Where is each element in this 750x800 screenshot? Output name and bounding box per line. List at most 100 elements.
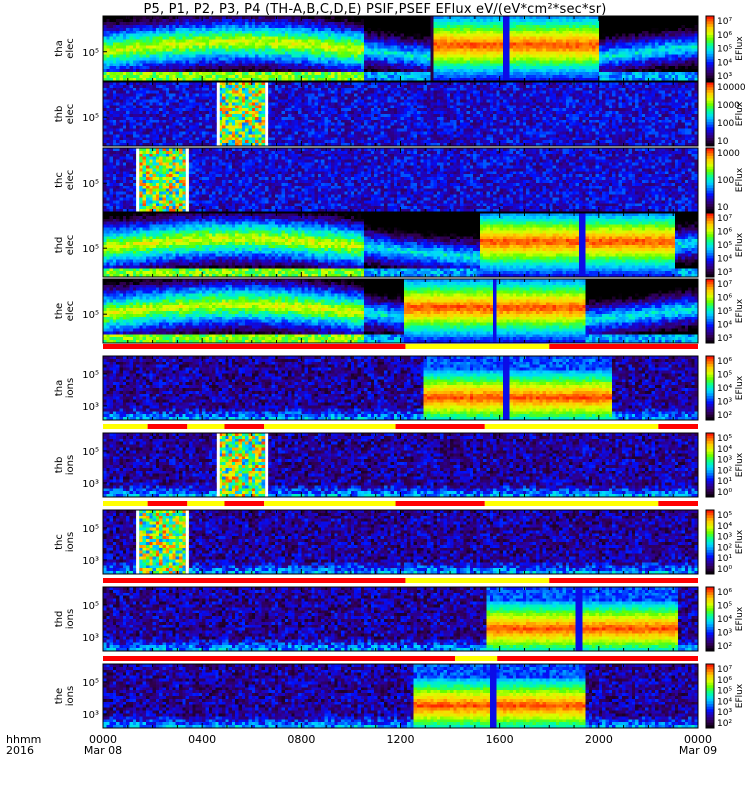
x-tick-sublabel: Mar 09 xyxy=(679,744,717,757)
colorbar-step xyxy=(706,542,714,546)
y-tick-label: 10⁵ xyxy=(82,310,99,321)
mode-bar-segment xyxy=(658,501,698,506)
spectrogram-image xyxy=(103,664,698,728)
colorbar-step xyxy=(706,108,714,112)
colorbar-step xyxy=(706,709,714,713)
colorbar-step xyxy=(706,51,714,55)
colorbar-step xyxy=(706,138,714,142)
colorbar-step xyxy=(706,305,714,309)
colorbar-step xyxy=(706,648,714,652)
colorbar-step xyxy=(706,21,714,25)
colorbar-tick-label: 10⁷ xyxy=(717,280,732,290)
colorbar-frame xyxy=(705,355,715,421)
mode-bar-segment xyxy=(147,501,188,506)
colorbar-step xyxy=(706,271,714,275)
colorbar-step xyxy=(706,473,714,477)
colorbar-step xyxy=(706,90,714,94)
colorbar: 10⁷ 10⁶ 10⁵ 10⁴ 10³ EFlux xyxy=(705,278,745,344)
colorbar-label: EFlux xyxy=(735,232,745,257)
spectrogram-image xyxy=(103,82,698,146)
colorbar-step xyxy=(706,45,714,49)
colorbar-step xyxy=(706,666,714,670)
panel-thb-elec: thbelec 10⁵ 10000 1000 100 10 EFlux xyxy=(54,81,746,147)
colorbar-step xyxy=(706,311,714,315)
colorbar-step xyxy=(706,231,714,235)
x-tick-label: 1200 xyxy=(387,733,415,746)
y-axis-label: theions xyxy=(54,686,76,706)
y-tick-label: 10⁵ xyxy=(82,524,99,535)
colorbar-tick-label: 10³ xyxy=(717,268,732,278)
colorbar-step xyxy=(706,78,714,82)
colorbar-step xyxy=(706,640,714,644)
colorbar-step xyxy=(706,284,714,288)
colorbar-step xyxy=(706,332,714,336)
colorbar: 10⁷ 10⁶ 10⁵ 10⁴ 10³ EFlux xyxy=(705,212,745,278)
colorbar-tick-label: 10³ xyxy=(717,398,732,408)
colorbar-step xyxy=(706,481,714,485)
colorbar-frame xyxy=(705,147,715,213)
colorbar-frame xyxy=(705,586,715,652)
mode-bar-segment xyxy=(103,424,148,429)
colorbar-step xyxy=(706,478,714,482)
y-tick-label: 10⁵ xyxy=(82,601,99,612)
y-axis-label: thdelec xyxy=(54,235,76,256)
colorbar-step xyxy=(706,417,714,421)
colorbar-step xyxy=(706,223,714,227)
mode-bar-segment xyxy=(484,424,659,429)
panel-thd-elec: thdelec 10⁵ 10⁷ 10⁶ 10⁵ 10⁴ 10³ EFlux xyxy=(54,212,745,278)
colorbar-step xyxy=(706,520,714,524)
colorbar-step xyxy=(706,266,714,270)
colorbar-step xyxy=(706,289,714,293)
colorbar-step xyxy=(706,321,714,325)
colorbar-step xyxy=(706,457,714,461)
time-axis-label: hhmm xyxy=(6,733,41,746)
y-axis-label: thcelec xyxy=(54,170,76,191)
colorbar-step xyxy=(706,714,714,718)
colorbar-step xyxy=(706,201,714,205)
colorbar-step xyxy=(706,297,714,301)
colorbar-step xyxy=(706,206,714,210)
colorbar-step xyxy=(706,406,714,410)
colorbar-tick-label: 10⁴ xyxy=(717,445,732,455)
colorbar-label: EFlux xyxy=(735,298,745,323)
colorbar-step xyxy=(706,409,714,413)
colorbar-step xyxy=(706,40,714,44)
colorbar-step xyxy=(706,29,714,33)
colorbar-step xyxy=(706,446,714,450)
colorbar-step xyxy=(706,215,714,219)
colorbar-step xyxy=(706,337,714,341)
colorbar-step xyxy=(706,75,714,79)
colorbar-tick-label: 10⁵ xyxy=(717,511,732,521)
panel-tha-ions: thaions 10⁵ 10³ 10⁶ 10⁵ 10⁴ 10³ 10² EFlux xyxy=(54,355,745,421)
colorbar-step xyxy=(706,98,714,102)
mode-bar xyxy=(103,344,698,349)
x-tick-label: 0800 xyxy=(287,733,315,746)
colorbar-step xyxy=(706,95,714,99)
colorbar-step xyxy=(706,226,714,230)
spectrogram-image xyxy=(103,510,698,574)
colorbar-step xyxy=(706,263,714,267)
y-tick-label: 10⁵ xyxy=(82,447,99,458)
colorbar-tick-label: 10⁴ xyxy=(717,255,732,265)
colorbar-step xyxy=(706,555,714,559)
colorbar-step xyxy=(706,382,714,386)
colorbar-tick-label: 10⁵ xyxy=(717,307,732,317)
spectrogram-image xyxy=(103,16,698,81)
colorbar-tick-label: 1000 xyxy=(717,149,740,159)
colorbar-step xyxy=(706,435,714,439)
colorbar-frame xyxy=(705,212,715,278)
colorbar-tick-label: 10⁵ xyxy=(717,687,732,697)
colorbar-tick-label: 10⁶ xyxy=(717,294,732,304)
colorbar-step xyxy=(706,459,714,463)
mode-bar-segment xyxy=(264,501,396,506)
colorbar-step xyxy=(706,143,714,147)
colorbar-step xyxy=(706,515,714,519)
colorbar-tick-label: 10³ xyxy=(717,72,732,82)
colorbar-step xyxy=(706,369,714,373)
colorbar-step xyxy=(706,412,714,416)
y-tick-label: 10⁵ xyxy=(82,678,99,689)
colorbar-step xyxy=(706,393,714,397)
colorbar-step xyxy=(706,148,714,152)
colorbar-step xyxy=(706,568,714,572)
